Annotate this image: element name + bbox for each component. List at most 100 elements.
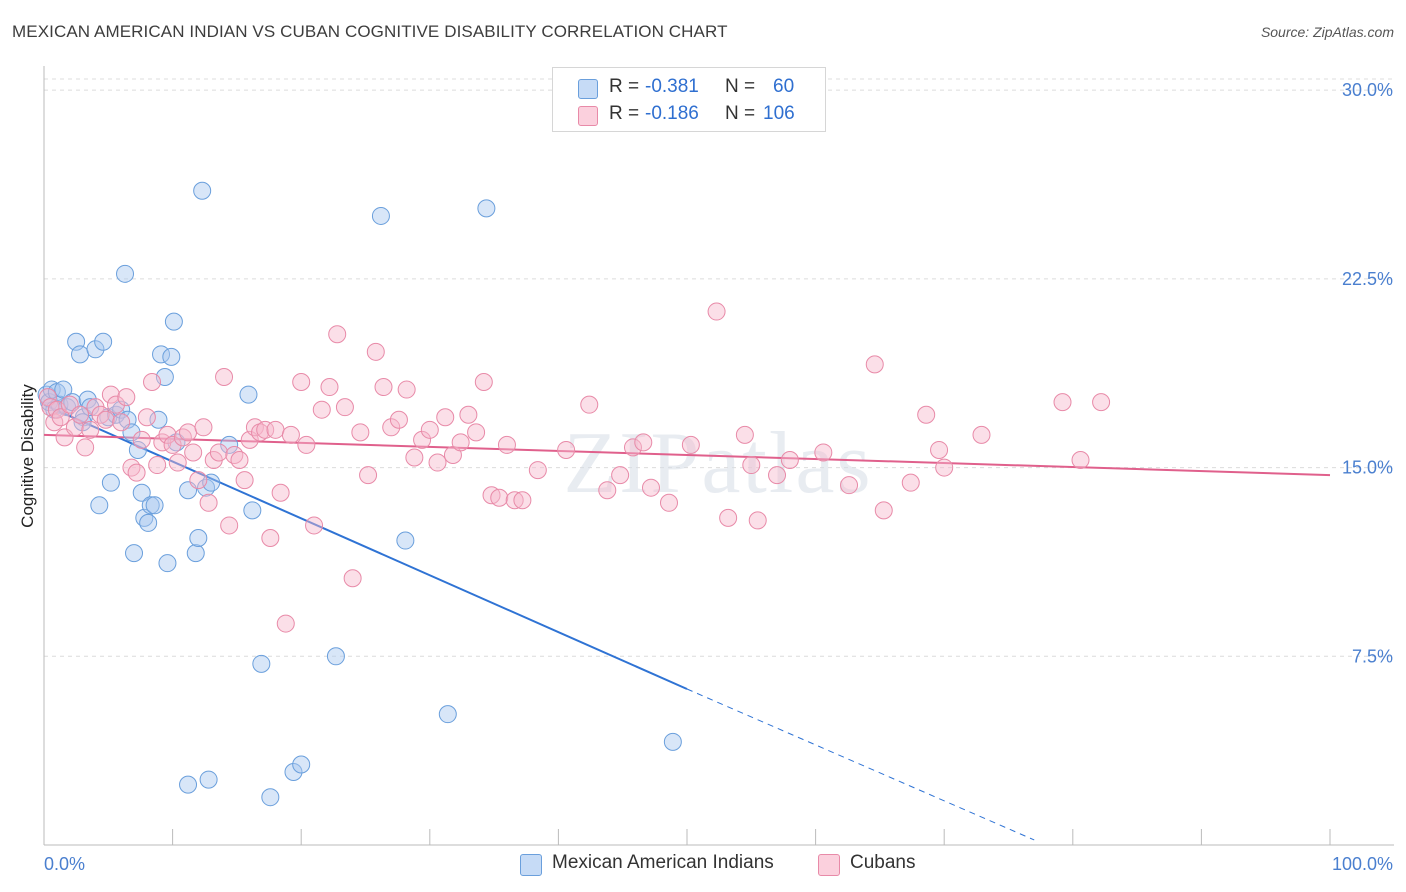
legend-r-value: -0.381 [645,76,699,97]
point-cuban [343,569,362,588]
point-mexican [199,770,218,789]
point-mexican [193,181,212,200]
point-cuban [158,425,177,444]
point-cuban [276,614,295,633]
point-cuban [163,435,182,454]
point-cuban [557,440,576,459]
grid-lines [44,78,1394,657]
data-points [37,181,1111,807]
point-cuban [641,478,660,497]
point-mexican [141,496,160,515]
point-mexican [139,513,158,532]
point-mexican [239,385,258,404]
point-cuban [467,423,486,442]
point-cuban [420,420,439,439]
point-cuban [215,367,234,386]
point-mexican [186,544,205,563]
point-cuban [735,425,754,444]
point-cuban [96,410,115,429]
point-mexican [132,483,151,502]
point-cuban [374,378,393,397]
point-cuban [359,466,378,485]
point-mexican [326,647,345,666]
axes [43,66,1394,846]
point-cuban [91,405,110,424]
point-cuban [972,425,991,444]
point-cuban [874,501,893,520]
point-mexican [477,199,496,218]
point-cuban [271,483,290,502]
point-cuban [101,385,120,404]
point-cuban [245,418,264,437]
point-mexican [90,496,109,515]
point-cuban [459,405,478,424]
point-cuban [611,466,630,485]
point-cuban [305,516,324,535]
point-cuban [634,433,653,452]
point-mexican [152,345,171,364]
point-mexican [71,345,90,364]
point-cuban [173,428,192,447]
point-cuban [497,435,516,454]
bottom-legend-swatch-cubans [818,854,840,876]
point-mexican [101,473,120,492]
legend-r-label: R = [609,76,640,97]
point-cuban [935,458,954,477]
point-cuban [748,511,767,530]
point-cuban [901,473,920,492]
point-mexican [54,380,73,399]
point-cuban [528,461,547,480]
point-cuban [137,408,156,427]
point-cuban [132,430,151,449]
correlation-legend: R = -0.381 N = 60 R = -0.186 N = 106 [552,67,826,132]
point-cuban [382,418,401,437]
legend-n-label: N = [725,76,756,97]
point-cuban [814,443,833,462]
point-cuban [490,488,509,507]
point-cuban [681,435,700,454]
point-cuban [81,420,100,439]
point-cuban [598,481,617,500]
x-tick-label: 100.0% [1332,854,1393,874]
point-cuban [256,420,275,439]
point-cuban [261,529,280,548]
point-cuban [225,445,244,464]
point-cuban [451,433,470,452]
point-cuban [405,448,424,467]
chart-title: MEXICAN AMERICAN INDIAN VS CUBAN COGNITI… [12,22,728,41]
point-cuban [366,342,385,361]
point-cuban [659,493,678,512]
trend-line-mexican [43,403,688,690]
point-cuban [328,325,347,344]
point-mexican [197,478,216,497]
point-cuban [1053,393,1072,412]
point-mexican [116,264,135,283]
y-tick-label: 30.0% [1342,80,1393,100]
point-cuban [865,355,884,374]
y-axis-title: Cognitive Disability [18,384,37,528]
point-mexican [162,347,181,366]
point-cuban [148,456,167,475]
point-cuban [351,423,370,442]
legend-swatch-mexican [578,79,598,99]
point-cuban [707,302,726,321]
point-cuban [281,425,300,444]
point-cuban [107,395,126,414]
series-mexican-american-indians [37,181,682,807]
point-cuban [580,395,599,414]
point-mexican [371,206,390,225]
point-cuban [297,435,316,454]
point-cuban [194,418,213,437]
point-cuban [719,508,738,527]
point-cuban [1092,393,1111,412]
point-mexican [220,435,239,454]
watermark: ZIPatlas [563,415,872,512]
trend-line-mexican-extrapolated [686,688,1035,841]
point-cuban [768,466,787,485]
point-cuban [230,451,249,470]
point-mexican [164,312,183,331]
point-mexican [81,398,100,417]
point-cuban [505,491,524,510]
y-tick-labels: 7.5% 15.0% 22.5% 30.0% [1342,80,1393,666]
point-mexican [243,501,262,520]
